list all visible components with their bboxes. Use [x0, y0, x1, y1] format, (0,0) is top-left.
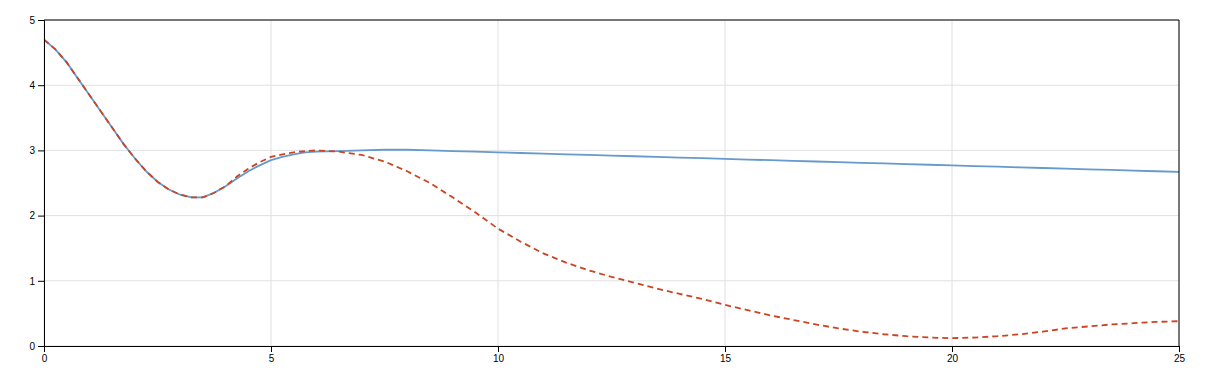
- x-axis-line: [45, 347, 1180, 353]
- y-tick: 2: [29, 210, 44, 221]
- x-tick: 5: [269, 346, 275, 364]
- x-tick-mark: [952, 346, 953, 352]
- x-tick: 0: [42, 346, 48, 364]
- y-tick-mark: [38, 85, 44, 86]
- grid-line-x: [952, 20, 953, 346]
- y-tick: 0: [29, 341, 44, 352]
- y-tick-label: 5: [29, 15, 35, 26]
- y-tick-mark: [38, 20, 44, 21]
- chart: 0 5 10 15 20 25 0 1 2 3 4 5: [0, 0, 1209, 378]
- y-tick: 3: [29, 145, 44, 156]
- grid-line-x: [1179, 20, 1180, 346]
- x-tick-mark: [271, 346, 272, 352]
- x-tick-mark: [498, 346, 499, 352]
- series-line: [44, 40, 1179, 198]
- frame-right: [1179, 20, 1180, 346]
- grid-line-x: [271, 20, 272, 346]
- x-tick-label: 5: [269, 353, 275, 364]
- grid-line-y: [44, 215, 1179, 216]
- y-tick-label: 1: [29, 276, 35, 287]
- grid-line-x: [498, 20, 499, 346]
- y-tick-mark: [38, 216, 44, 217]
- x-tick: 10: [493, 346, 505, 364]
- frame-top: [44, 20, 1179, 21]
- y-tick: 5: [29, 15, 44, 26]
- grid-line-y: [44, 85, 1179, 86]
- y-axis-line: [38, 21, 45, 347]
- x-tick-mark: [1179, 346, 1180, 352]
- plot-area: 0 5 10 15 20 25 0 1 2 3 4 5: [29, 15, 1185, 364]
- series-line: [44, 40, 1179, 339]
- x-tick-label: 25: [1174, 353, 1186, 364]
- grid: [44, 20, 1179, 346]
- y-tick-mark: [38, 150, 44, 151]
- y-tick-label: 4: [29, 80, 35, 91]
- y-tick-mark: [38, 281, 44, 282]
- series-group: [44, 40, 1179, 339]
- x-tick-label: 0: [42, 353, 48, 364]
- grid-line-y: [44, 20, 1179, 21]
- x-tick: 20: [947, 346, 959, 364]
- y-axis: 0 1 2 3 4 5: [29, 15, 44, 352]
- y-tick: 4: [29, 80, 44, 91]
- x-tick: 15: [720, 346, 732, 364]
- x-tick-label: 10: [493, 353, 505, 364]
- y-tick-label: 2: [29, 210, 35, 221]
- grid-line-y: [44, 150, 1179, 151]
- grid-line-y: [44, 280, 1179, 281]
- x-tick-mark: [725, 346, 726, 352]
- y-tick: 1: [29, 276, 44, 287]
- x-tick-label: 20: [947, 353, 959, 364]
- x-axis: 0 5 10 15 20 25: [42, 346, 1186, 364]
- y-tick-mark: [38, 346, 44, 347]
- x-tick-label: 15: [720, 353, 732, 364]
- grid-line-x: [725, 20, 726, 346]
- x-tick: 25: [1174, 346, 1186, 364]
- y-tick-label: 0: [29, 341, 35, 352]
- y-tick-label: 3: [29, 145, 35, 156]
